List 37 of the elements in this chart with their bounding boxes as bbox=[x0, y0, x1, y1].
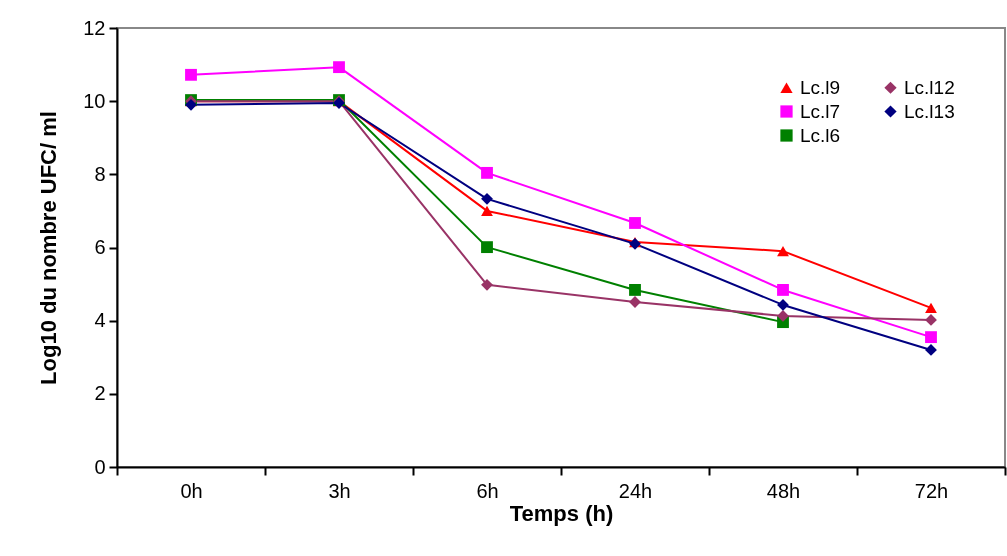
x-tick-label: 72h bbox=[914, 479, 949, 502]
point bbox=[777, 246, 789, 257]
y-tick-label: 4 bbox=[94, 309, 106, 332]
point bbox=[925, 331, 937, 344]
point bbox=[481, 205, 493, 217]
y-tick-label: 2 bbox=[94, 382, 106, 405]
x-tick-label: 48h bbox=[766, 479, 801, 502]
point bbox=[925, 344, 937, 356]
point bbox=[481, 166, 493, 179]
point bbox=[925, 302, 937, 313]
point bbox=[777, 284, 789, 296]
y-tick-label: 12 bbox=[83, 16, 106, 39]
point bbox=[777, 309, 789, 322]
x-tick-label: 6h bbox=[476, 479, 499, 502]
x-axis-title: Temps (h) bbox=[509, 500, 614, 526]
point bbox=[777, 299, 789, 311]
legend-label: Lc.l13 bbox=[904, 100, 955, 122]
point bbox=[481, 241, 493, 254]
point bbox=[481, 192, 493, 205]
y-axis-title: Log10 du nombre UFC/ ml bbox=[36, 111, 62, 385]
point bbox=[481, 278, 493, 291]
y-tick-label: 10 bbox=[83, 89, 106, 112]
point bbox=[925, 314, 937, 326]
y-tick-label: 6 bbox=[94, 236, 106, 258]
x-tick-label: 3h bbox=[328, 479, 351, 502]
legend-label: Lc.l6 bbox=[800, 124, 841, 146]
point bbox=[333, 61, 345, 74]
x-tick-label: 0h bbox=[180, 479, 203, 502]
legend-label: Lc.l12 bbox=[904, 76, 955, 98]
y-tick-label: 0 bbox=[94, 455, 106, 478]
legend-label: Lc.l9 bbox=[800, 76, 841, 98]
y-tick-label: 8 bbox=[94, 162, 106, 185]
point bbox=[185, 68, 197, 81]
legend-label: Lc.l7 bbox=[800, 100, 841, 122]
point bbox=[629, 217, 641, 229]
x-tick-label: 24h bbox=[618, 479, 653, 502]
point bbox=[629, 284, 641, 296]
